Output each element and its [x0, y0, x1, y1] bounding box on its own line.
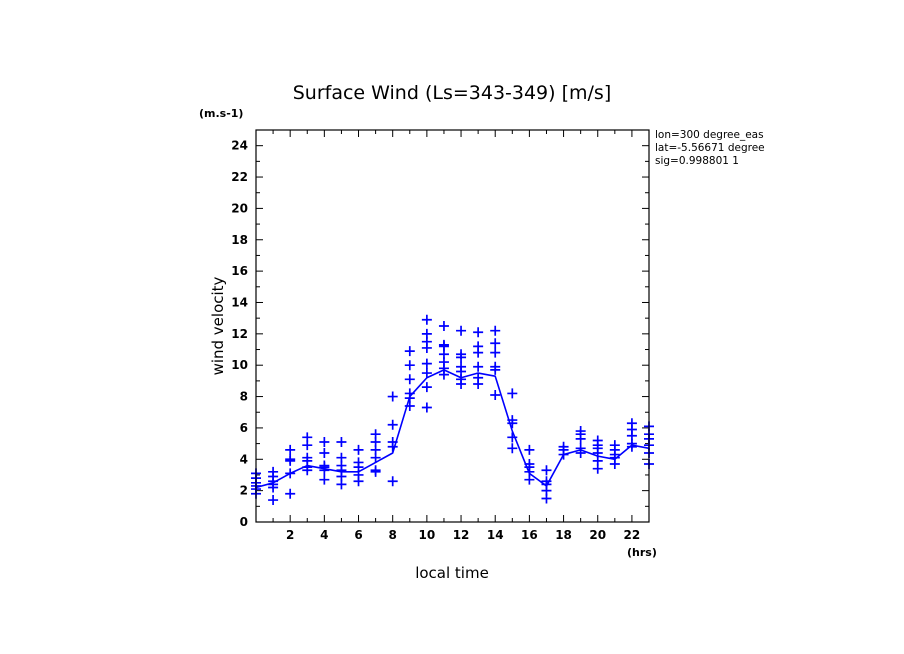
sample-point: [421, 328, 432, 339]
sample-point: [421, 382, 432, 393]
sample-point: [285, 488, 296, 499]
data-marks: [251, 314, 654, 506]
sample-point: [302, 432, 313, 443]
sample-point: [404, 346, 415, 357]
sample-point: [626, 418, 637, 429]
sample-point: [387, 476, 398, 487]
sample-point: [490, 389, 501, 400]
sample-point: [490, 347, 501, 358]
sample-point: [268, 466, 279, 477]
sample-point: [438, 339, 449, 350]
sample-point: [421, 358, 432, 369]
sample-point: [507, 388, 518, 399]
y-axis-unit: (m.s-1): [199, 107, 243, 120]
y-tick-label: 16: [231, 264, 248, 278]
sample-point: [370, 465, 381, 476]
sample-point: [541, 476, 552, 487]
sample-point: [353, 444, 364, 455]
y-tick-label: 10: [231, 358, 248, 372]
sample-point: [473, 341, 484, 352]
sample-point: [575, 443, 586, 454]
sample-point: [490, 338, 501, 349]
plot-frame: [255, 129, 650, 523]
sample-point: [575, 426, 586, 437]
x-tick-label: 18: [555, 528, 572, 542]
sample-point: [421, 368, 432, 379]
y-tick-label: 2: [240, 484, 248, 498]
sample-point: [285, 444, 296, 455]
x-tick-label: 2: [286, 528, 294, 542]
sample-point: [507, 443, 518, 454]
x-tick-label: 14: [487, 528, 504, 542]
x-tick-label: 10: [419, 528, 436, 542]
info-line-sig: sig=0.998801 1: [655, 155, 739, 167]
sample-point: [490, 361, 501, 372]
sample-point: [370, 429, 381, 440]
x-tick-label: 16: [521, 528, 538, 542]
sample-point: [268, 495, 279, 506]
sample-point: [319, 437, 330, 448]
y-tick-label: 22: [231, 170, 248, 184]
y-axis-label: wind velocity: [209, 276, 227, 375]
y-tick-label: 20: [231, 201, 248, 215]
y-tick-label: 14: [231, 295, 248, 309]
sample-point: [302, 452, 313, 463]
sample-point: [524, 444, 535, 455]
sample-point: [507, 415, 518, 426]
sample-point: [404, 388, 415, 399]
sample-point: [558, 441, 569, 452]
x-tick-label: 12: [453, 528, 470, 542]
sample-point: [609, 440, 620, 451]
sample-point: [387, 391, 398, 402]
sample-point: [473, 372, 484, 383]
sample-point: [438, 321, 449, 331]
sample-point: [592, 435, 603, 446]
sample-point: [473, 327, 484, 338]
sample-point: [319, 474, 330, 485]
sample-point: [421, 402, 432, 413]
y-tick-label: 6: [240, 421, 248, 435]
info-line-lat: lat=-5.56671 degree: [655, 142, 765, 154]
sample-point: [524, 458, 535, 469]
x-axis-unit: (hrs): [627, 546, 657, 559]
sample-point: [456, 361, 467, 372]
sample-point: [541, 465, 552, 476]
sample-point: [404, 374, 415, 385]
sample-point: [336, 437, 347, 448]
y-tick-label: 4: [240, 452, 248, 466]
y-tick-label: 12: [231, 327, 248, 341]
sample-point: [319, 460, 330, 471]
chart-title: Surface Wind (Ls=343-349) [m/s]: [293, 82, 612, 104]
x-tick-label: 8: [389, 528, 397, 542]
sample-point: [285, 454, 296, 465]
sample-point: [285, 468, 296, 479]
sample-point: [473, 361, 484, 372]
sample-point: [353, 457, 364, 468]
sample-point: [507, 432, 518, 443]
sample-point: [387, 419, 398, 430]
info-block: lon=300 degree_eas lat=-5.56671 degree s…: [655, 129, 765, 167]
y-tick-label: 24: [231, 139, 248, 153]
sample-point: [421, 314, 432, 325]
y-tick-label: 0: [240, 515, 248, 529]
x-tick-label: 22: [624, 528, 641, 542]
x-tick-label: 4: [320, 528, 328, 542]
sample-point: [490, 325, 501, 336]
sample-point: [319, 448, 330, 459]
x-axis-label: local time: [415, 564, 489, 582]
sample-point: [336, 452, 347, 463]
sample-point: [456, 325, 467, 336]
mean-line: [255, 369, 650, 489]
x-tick-label: 6: [354, 528, 362, 542]
x-tick-label: 20: [589, 528, 606, 542]
y-tick-label: 18: [231, 233, 248, 247]
sample-point: [387, 437, 398, 448]
sample-point: [404, 360, 415, 371]
y-tick-label: 8: [240, 390, 248, 404]
sample-point: [456, 349, 467, 360]
info-line-lon: lon=300 degree_eas: [655, 129, 764, 141]
